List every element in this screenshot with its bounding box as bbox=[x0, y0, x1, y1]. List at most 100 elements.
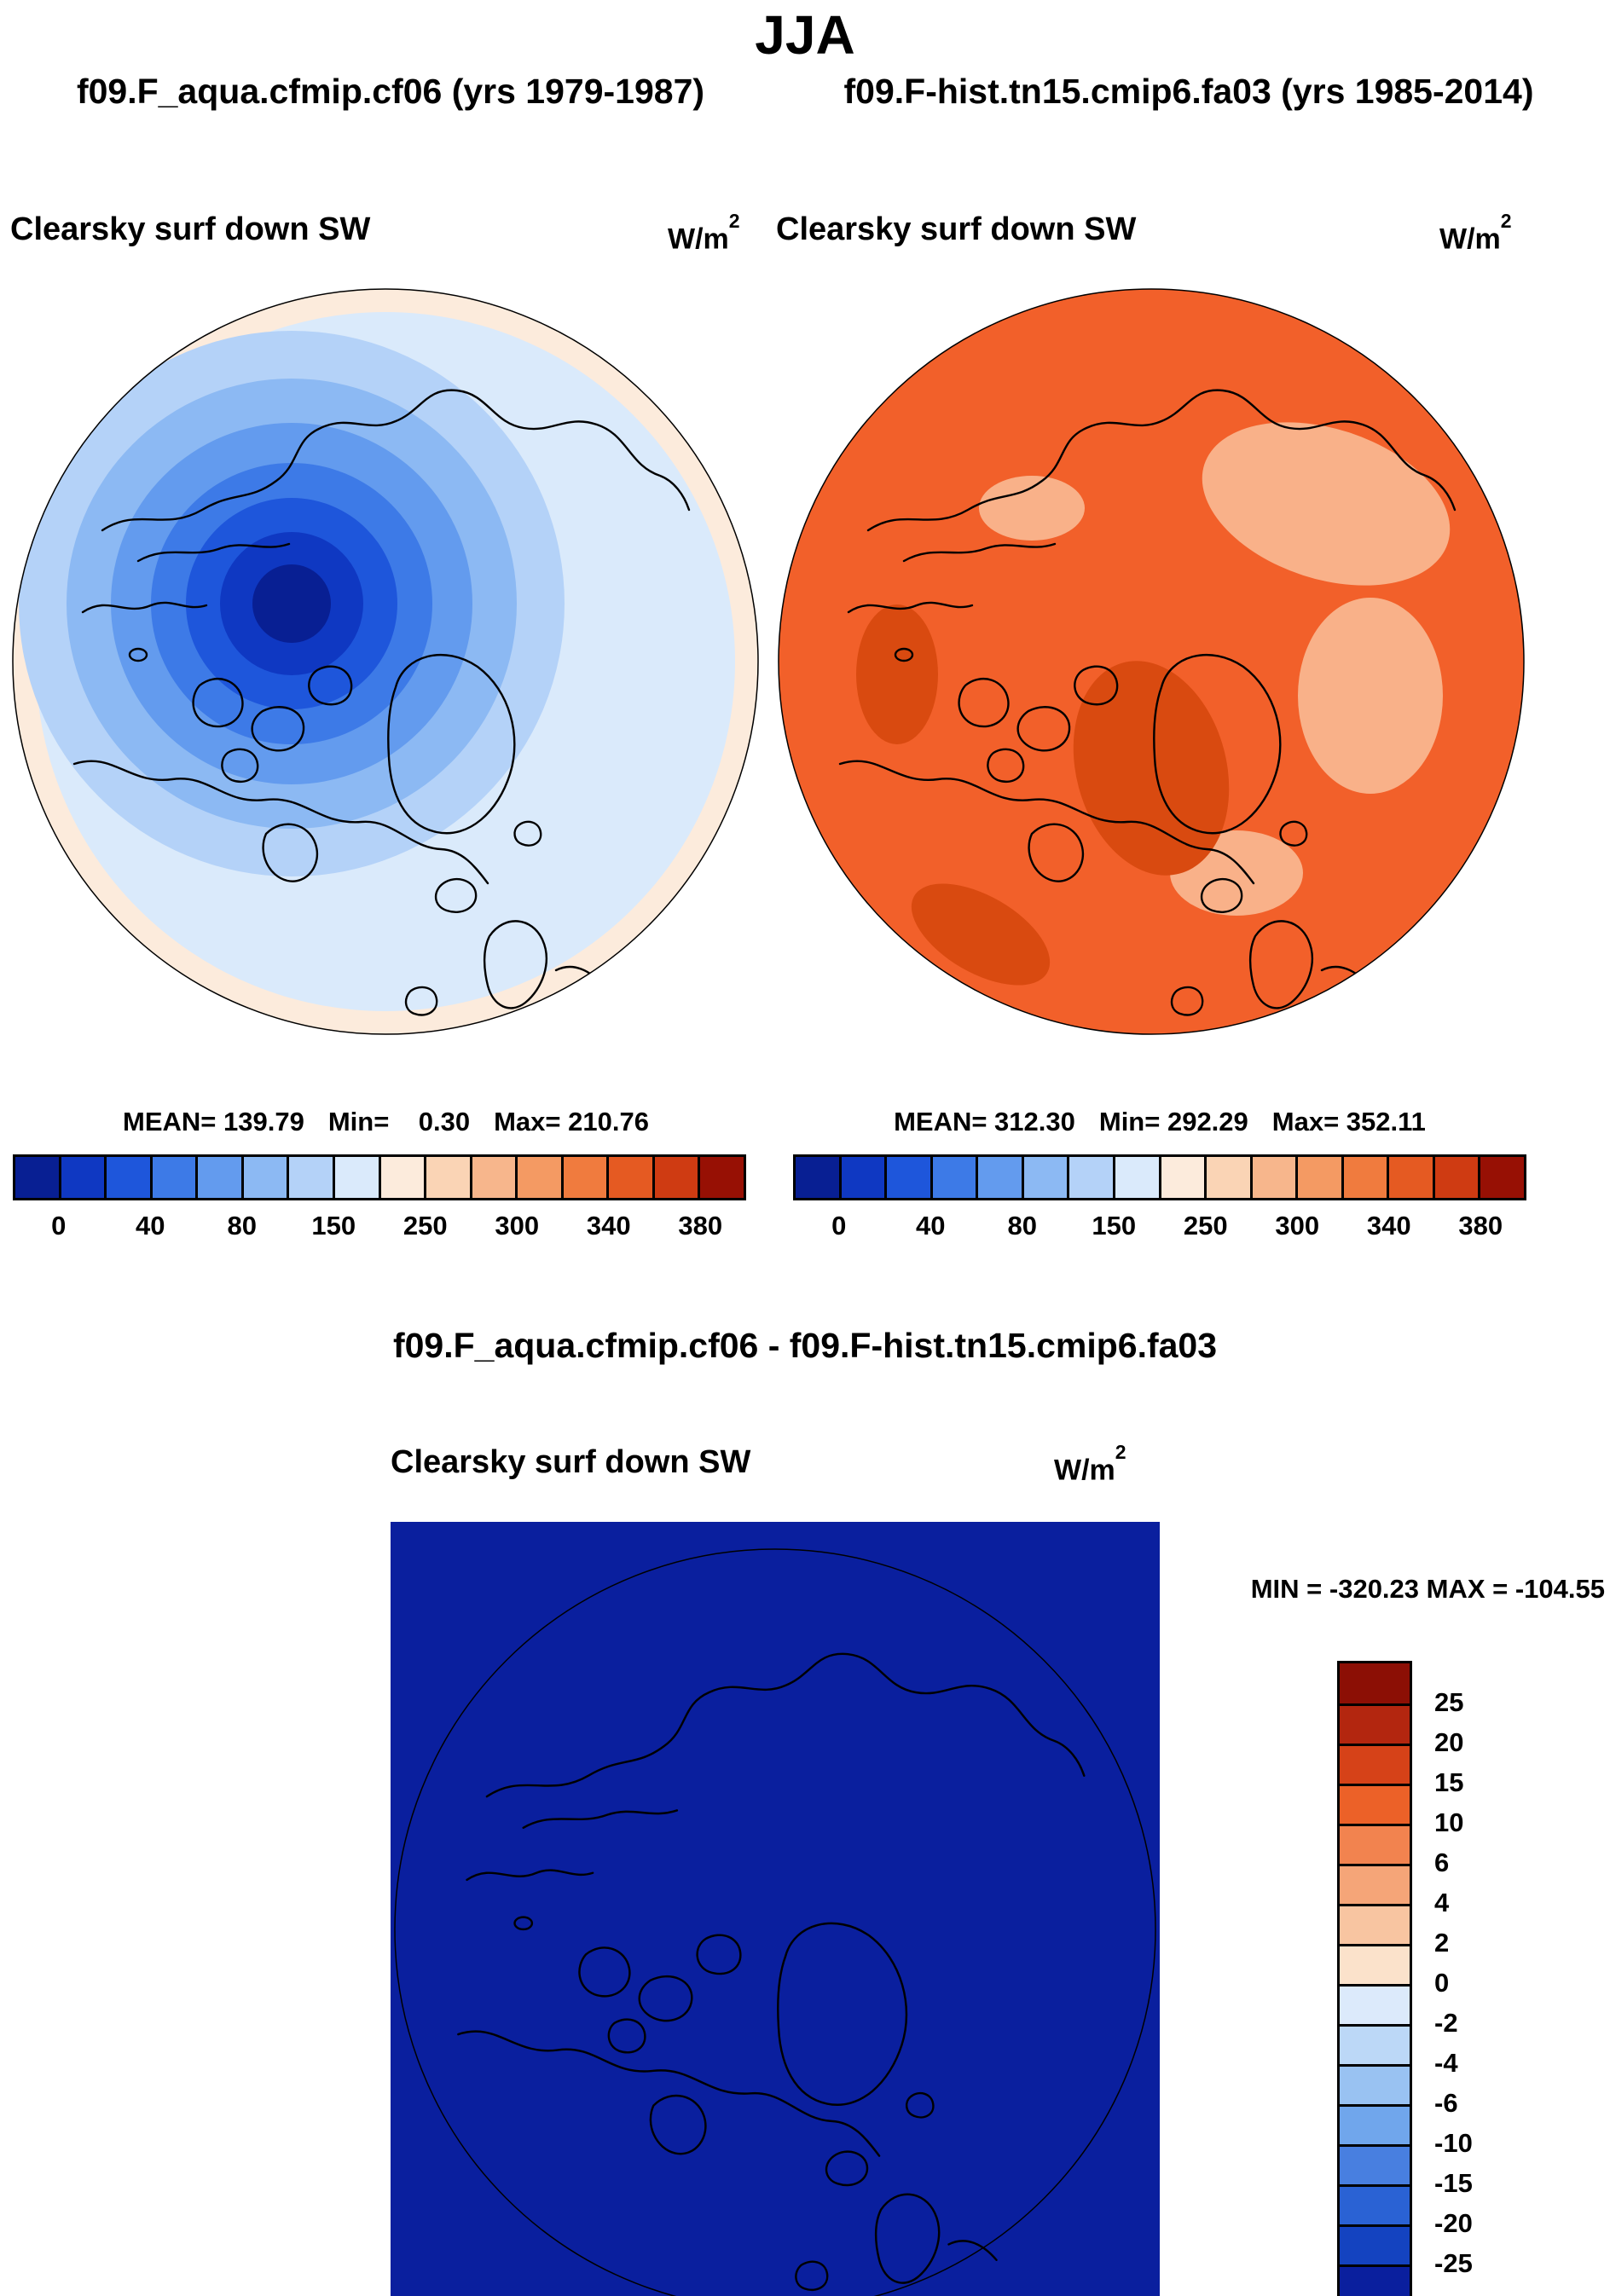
map-left-contours bbox=[13, 289, 758, 1034]
colorbar-tick-label: 250 bbox=[402, 1211, 448, 1241]
stats-right: MEAN= 312.30 Min= 292.29 Max= 352.11 bbox=[793, 1107, 1526, 1137]
colorbar-tick-label: 340 bbox=[586, 1211, 631, 1241]
colorbar-right-ticks: 0 40 80 150 250 300 340 380 bbox=[793, 1211, 1526, 1246]
panel-left-units-exp: 2 bbox=[728, 210, 740, 232]
map-diff-polar bbox=[391, 1522, 1160, 2296]
colorbar-tick-label: -4 bbox=[1434, 2048, 1458, 2078]
map-right-boundary bbox=[778, 288, 1525, 1035]
colorbar-cell bbox=[1158, 1157, 1205, 1198]
diff-minmax-label: MIN = -320.23 MAX = -104.55 bbox=[1250, 1574, 1605, 1604]
colorbar-tick-label: 150 bbox=[1092, 1211, 1137, 1241]
diff-colorbar bbox=[1337, 1661, 1412, 2296]
colorbar-cell bbox=[332, 1157, 379, 1198]
stats-left: MEAN= 139.79 Min= 0.30 Max= 210.76 bbox=[13, 1107, 759, 1137]
colorbar-cell bbox=[1432, 1157, 1479, 1198]
colorbar-cell bbox=[1340, 2224, 1410, 2264]
colorbar-tick-label: 6 bbox=[1434, 1848, 1450, 1877]
diff-panel-units-base: W/m bbox=[1054, 1454, 1115, 1487]
colorbar-cell bbox=[378, 1157, 425, 1198]
colorbar-cell bbox=[606, 1157, 652, 1198]
max-value-right: Max= 352.11 bbox=[1271, 1107, 1426, 1136]
colorbar-cell bbox=[698, 1157, 744, 1198]
colorbar-cell bbox=[149, 1157, 196, 1198]
colorbar-tick-label: -6 bbox=[1434, 2088, 1458, 2118]
colorbar-cell bbox=[1295, 1157, 1341, 1198]
colorbar-tick-label: 340 bbox=[1366, 1211, 1411, 1241]
diff-panel-title: Clearsky surf down SW bbox=[391, 1444, 751, 1480]
colorbar-tick-label: 380 bbox=[678, 1211, 723, 1241]
colorbar-cell bbox=[1340, 1824, 1410, 1864]
colorbar-cell bbox=[1340, 1944, 1410, 1984]
colorbar-cell bbox=[1340, 2064, 1410, 2104]
colorbar-tick-label: 300 bbox=[495, 1211, 540, 1241]
colorbar-cell bbox=[1021, 1157, 1068, 1198]
panel-left-units-base: W/m bbox=[668, 223, 729, 256]
panel-right-units: W/m2 bbox=[1439, 210, 1512, 256]
colorbar-tick-label: 2 bbox=[1434, 1928, 1450, 1958]
colorbar-right bbox=[793, 1154, 1526, 1200]
min-value-left: Min= 0.30 bbox=[327, 1107, 471, 1136]
colorbar-cell bbox=[1340, 1663, 1410, 1703]
colorbar-cell bbox=[1340, 1703, 1410, 1744]
colorbar-cell bbox=[287, 1157, 333, 1198]
colorbar-tick-label: 25 bbox=[1434, 1687, 1464, 1717]
colorbar-tick-label: -20 bbox=[1434, 2208, 1473, 2238]
colorbar-tick-label: 300 bbox=[1275, 1211, 1320, 1241]
colorbar-cell bbox=[1340, 1904, 1410, 1944]
colorbar-cell bbox=[469, 1157, 516, 1198]
diff-panel-units-exp: 2 bbox=[1115, 1441, 1126, 1463]
colorbar-tick-label: 15 bbox=[1434, 1767, 1464, 1797]
colorbar-cell bbox=[104, 1157, 150, 1198]
mean-value-left: MEAN= 139.79 bbox=[123, 1107, 304, 1136]
colorbar-tick-label: -2 bbox=[1434, 2008, 1458, 2038]
map-diff-boundary bbox=[394, 1548, 1156, 2296]
panel-right-title: Clearsky surf down SW bbox=[776, 211, 1137, 247]
colorbar-cell bbox=[796, 1157, 839, 1198]
map-left-boundary bbox=[12, 288, 759, 1035]
map-right-polar bbox=[778, 288, 1525, 1035]
colorbar-cell bbox=[930, 1157, 976, 1198]
map-right-contours bbox=[779, 289, 1524, 1034]
colorbar-tick-label: 80 bbox=[1007, 1211, 1037, 1241]
season-title: JJA bbox=[755, 4, 855, 66]
colorbar-cell bbox=[58, 1157, 105, 1198]
colorbar-tick-label: 150 bbox=[311, 1211, 356, 1241]
panel-left-title: Clearsky surf down SW bbox=[10, 211, 371, 247]
colorbar-tick-label: 380 bbox=[1458, 1211, 1503, 1241]
colorbar-cell bbox=[1340, 2264, 1410, 2296]
colorbar-left bbox=[13, 1154, 746, 1200]
colorbar-cell bbox=[424, 1157, 470, 1198]
dataset-title-left: f09.F_aqua.cfmip.cf06 (yrs 1979-1987) bbox=[76, 72, 705, 111]
colorbar-left-ticks: 0 40 80 150 250 300 340 380 bbox=[13, 1211, 746, 1246]
colorbar-tick-label: 40 bbox=[916, 1211, 946, 1241]
coastlines bbox=[72, 389, 691, 1016]
colorbar-tick-label: -25 bbox=[1434, 2248, 1473, 2278]
colorbar-cell bbox=[1341, 1157, 1387, 1198]
colorbar-cell bbox=[1340, 1984, 1410, 2024]
colorbar-tick-label: 80 bbox=[227, 1211, 257, 1241]
colorbar-cell bbox=[838, 1157, 885, 1198]
colorbar-cell bbox=[195, 1157, 241, 1198]
colorbar-cell bbox=[1340, 2104, 1410, 2144]
colorbar-cell bbox=[976, 1157, 1022, 1198]
colorbar-cell bbox=[1340, 2024, 1410, 2064]
colorbar-tick-label: 40 bbox=[136, 1211, 165, 1241]
colorbar-tick-label: 4 bbox=[1434, 1888, 1450, 1917]
colorbar-cell bbox=[1204, 1157, 1250, 1198]
diff-colorbar-ticks: 25 20 15 10 6 4 2 0 -2 -4 -6 -10 -15 -20 -25 bbox=[1434, 1661, 1537, 2296]
colorbar-cell bbox=[560, 1157, 607, 1198]
max-value-left: Max= 210.76 bbox=[494, 1107, 649, 1136]
panel-left-units: W/m2 bbox=[668, 210, 740, 256]
diff-panel-units: W/m2 bbox=[1054, 1441, 1126, 1487]
colorbar-cell bbox=[15, 1157, 59, 1198]
colorbar-tick-label: 250 bbox=[1183, 1211, 1228, 1241]
diff-section-title: f09.F_aqua.cfmip.cf06 - f09.F-hist.tn15.… bbox=[392, 1326, 1218, 1365]
colorbar-cell bbox=[240, 1157, 287, 1198]
colorbar-cell bbox=[1340, 1784, 1410, 1824]
colorbar-cell bbox=[1067, 1157, 1113, 1198]
colorbar-cell bbox=[652, 1157, 698, 1198]
colorbar-cell bbox=[884, 1157, 930, 1198]
colorbar-cell bbox=[1340, 2144, 1410, 2184]
colorbar-cell bbox=[1340, 2184, 1410, 2224]
